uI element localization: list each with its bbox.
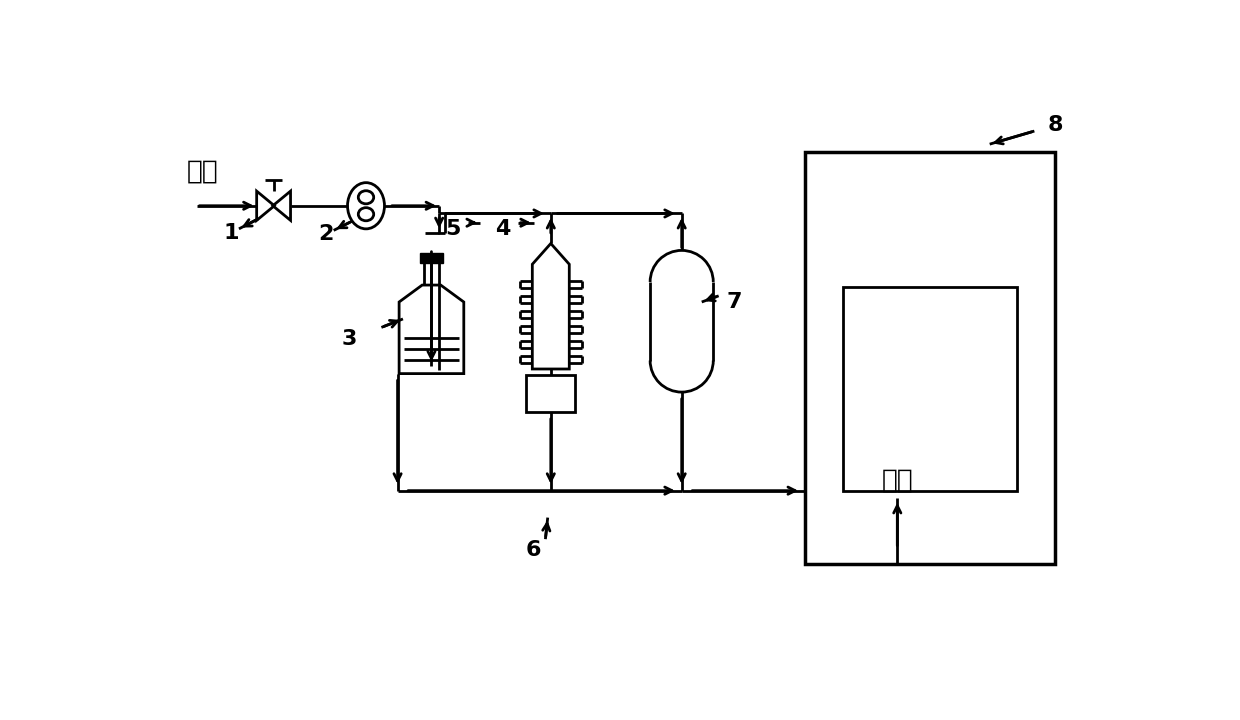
- Text: 7: 7: [727, 292, 742, 312]
- Text: 8: 8: [1048, 115, 1063, 135]
- Text: 5: 5: [445, 219, 461, 239]
- Text: 4: 4: [495, 219, 510, 239]
- Text: 出气: 出气: [882, 468, 913, 494]
- Text: 1: 1: [223, 222, 239, 243]
- Text: 6: 6: [526, 540, 542, 560]
- Text: 进气: 进气: [187, 158, 218, 184]
- Text: 2: 2: [319, 224, 334, 244]
- Text: 3: 3: [341, 329, 357, 349]
- Polygon shape: [420, 253, 443, 264]
